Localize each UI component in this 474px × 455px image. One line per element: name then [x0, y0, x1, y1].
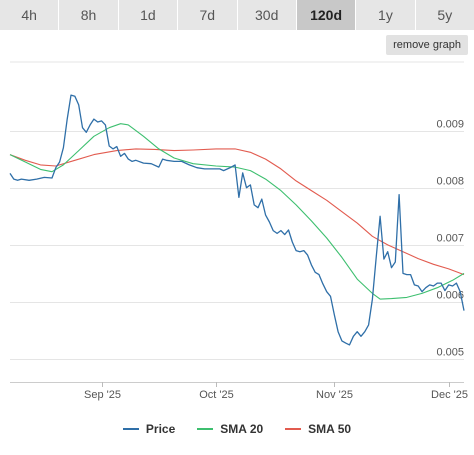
- tab-range-7d[interactable]: 7d: [178, 0, 238, 30]
- x-tick-label: Nov '25: [316, 389, 353, 401]
- tab-range-1y[interactable]: 1y: [356, 0, 416, 30]
- tab-range-1d[interactable]: 1d: [118, 0, 179, 30]
- y-tick-label: 0.007: [436, 233, 464, 245]
- legend-swatch: [122, 428, 139, 430]
- sma-20-line: [9, 123, 465, 300]
- legend-item-sma-20[interactable]: SMA 20: [197, 422, 263, 436]
- sma-50-line: [9, 148, 465, 276]
- tab-range-30d[interactable]: 30d: [237, 0, 297, 30]
- legend-label: SMA 20: [220, 422, 264, 436]
- legend-swatch: [285, 428, 302, 430]
- y-tick-label: 0.009: [436, 119, 464, 131]
- price-line: [9, 94, 465, 346]
- legend-swatch: [197, 428, 214, 430]
- tab-range-120d[interactable]: 120d: [296, 0, 357, 30]
- tab-range-4h[interactable]: 4h: [0, 0, 60, 30]
- legend-item-price[interactable]: Price: [122, 422, 176, 436]
- tab-range-5y[interactable]: 5y: [415, 0, 474, 30]
- time-range-tabs: 4h 8h 1d 7d 30d 120d 1y 5y: [0, 0, 474, 30]
- legend-label: SMA 50: [308, 422, 352, 436]
- x-tick-label: Sep '25: [84, 389, 121, 401]
- remove-graph-button[interactable]: remove graph: [386, 35, 468, 55]
- legend-item-sma-50[interactable]: SMA 50: [285, 422, 351, 436]
- x-tick-label: Oct '25: [199, 389, 234, 401]
- tab-range-8h[interactable]: 8h: [59, 0, 119, 30]
- y-tick-label: 0.005: [436, 347, 464, 359]
- legend-label: Price: [145, 422, 176, 436]
- y-tick-label: 0.008: [436, 176, 464, 188]
- y-tick-label: 0.006: [436, 290, 464, 302]
- chart-legend: Price SMA 20 SMA 50: [0, 418, 474, 440]
- x-tick-label: Dec '25: [431, 389, 468, 401]
